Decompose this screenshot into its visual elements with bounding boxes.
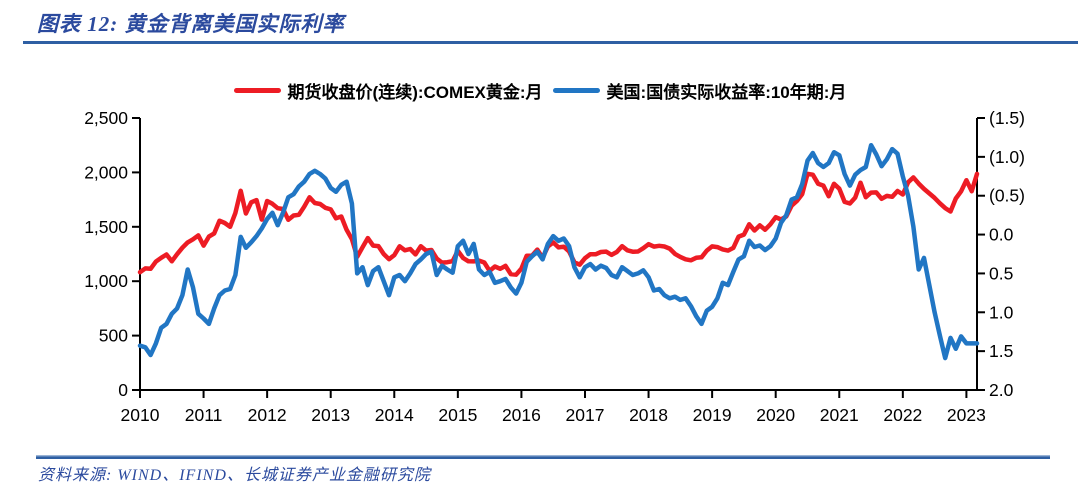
right-axis-tick-label: 0.5 xyxy=(989,263,1013,283)
right-axis-tick-label: (1.5) xyxy=(989,108,1025,128)
x-axis-tick-label: 2019 xyxy=(693,405,732,425)
line-chart: 2,500 2,000 1,500 1,000 500 0 (1.5) (1.0) (0.5) 0… xyxy=(84,108,1025,425)
left-axis-tick-label: 1,000 xyxy=(84,271,128,291)
x-axis-tick-label: 2012 xyxy=(248,405,287,425)
x-axis-tick-label: 2010 xyxy=(121,405,160,425)
legend-item-real-yield: 美国:国债实际收益率:10年期:月 xyxy=(552,78,847,103)
x-axis-tick-label: 2021 xyxy=(820,405,859,425)
x-axis-tick-label: 2014 xyxy=(375,405,414,425)
real-yield-line xyxy=(137,142,980,361)
left-axis-tick-label: 500 xyxy=(99,326,128,346)
footer-divider xyxy=(36,455,1050,459)
caption-divider xyxy=(23,41,1078,44)
x-axis-tick-label: 2022 xyxy=(883,405,922,425)
left-axis-tick-label: 1,500 xyxy=(84,217,128,237)
right-axis-tick-label: (0.5) xyxy=(989,186,1025,206)
x-axis-tick-label: 2018 xyxy=(629,405,668,425)
legend-label-real-yield: 美国:国债实际收益率:10年期:月 xyxy=(606,83,847,102)
left-axis-tick-label: 0 xyxy=(118,380,128,400)
x-axis-tick-label: 2020 xyxy=(756,405,795,425)
right-axis-tick-label: 2.0 xyxy=(989,380,1014,400)
x-axis-tick-label: 2017 xyxy=(566,405,605,425)
real-yield-line-swatch-icon xyxy=(552,88,600,93)
right-axis-tick-label: 0.0 xyxy=(989,225,1014,245)
legend-label-gold-price: 期货收盘价(连续):COMEX黄金:月 xyxy=(287,83,543,102)
x-axis-tick-label: 2023 xyxy=(947,405,986,425)
legend-item-gold-price: 期货收盘价(连续):COMEX黄金:月 xyxy=(233,78,543,103)
right-axis-tick-label: 1.5 xyxy=(989,341,1013,361)
gold-line-swatch-icon xyxy=(233,88,281,93)
chart-legend: 期货收盘价(连续):COMEX黄金:月 美国:国债实际收益率:10年期:月 xyxy=(0,78,1080,103)
gold-price-line xyxy=(137,171,980,277)
source-note: 资料来源: WIND、IFIND、长城证券产业金融研究院 xyxy=(38,467,431,484)
left-axis-tick-label: 2,000 xyxy=(84,162,128,182)
x-axis-tick-label: 2011 xyxy=(185,405,223,425)
figure-caption: 图表 12: 黄金背离美国实际利率 xyxy=(37,12,345,36)
x-axis-tick-label: 2013 xyxy=(311,405,350,425)
left-axis-tick-label: 2,500 xyxy=(84,108,128,128)
x-axis-tick-label: 2015 xyxy=(438,405,477,425)
right-axis-tick-label: 1.0 xyxy=(989,302,1014,322)
x-axis-tick-label: 2016 xyxy=(502,405,541,425)
right-axis-tick-label: (1.0) xyxy=(989,147,1025,167)
